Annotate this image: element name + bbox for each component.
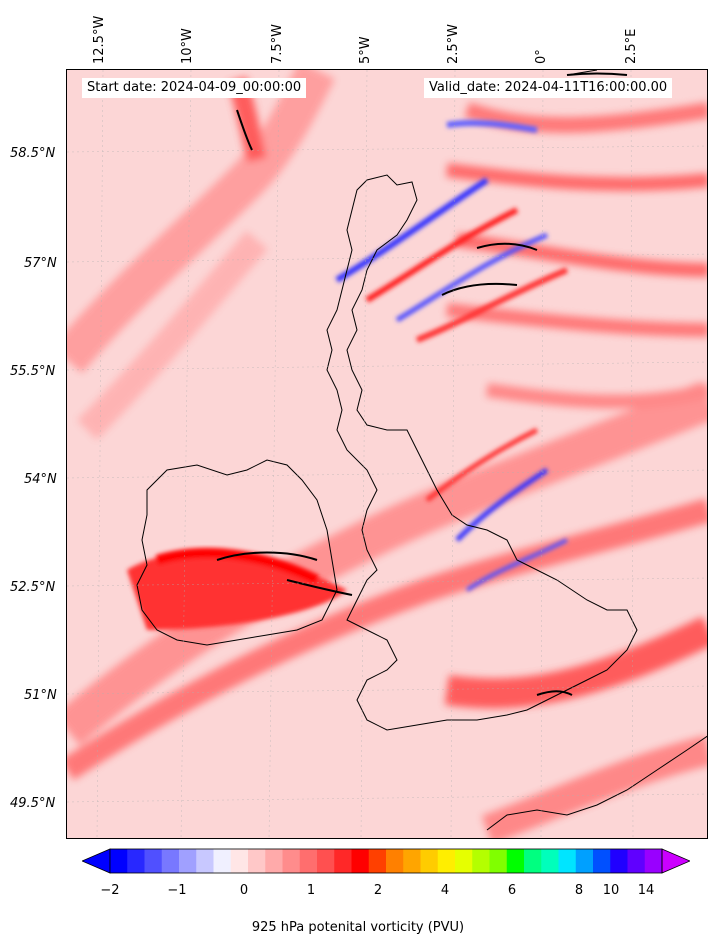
lon-label-0: 0° xyxy=(534,49,549,64)
pv-field-map xyxy=(67,70,707,838)
colorbar-segment xyxy=(317,849,335,873)
colorbar-segment xyxy=(299,849,318,873)
colorbar-segment xyxy=(575,849,594,873)
colorbar-segment xyxy=(248,849,266,873)
colorbar-tick: 0 xyxy=(239,883,249,898)
colorbar-extend-high xyxy=(661,848,690,874)
colorbar-label: 925 hPa potenital vorticity (PVU) xyxy=(251,920,465,935)
colorbar-segment xyxy=(144,849,163,873)
lon-label-2.5w: 2.5°W xyxy=(446,23,461,64)
colorbar-segment xyxy=(472,849,490,873)
colorbar-tick: 10 xyxy=(602,883,620,898)
colorbar-segment xyxy=(110,849,128,873)
colorbar-segment xyxy=(506,849,525,873)
colorbar-segment xyxy=(179,849,197,873)
colorbar-tick: 2 xyxy=(373,883,383,898)
colorbar-segment xyxy=(334,849,352,873)
lat-label-52.5n: 52.5°N xyxy=(10,580,56,595)
colorbar-segment xyxy=(368,849,387,873)
start-date-label: Start date: 2024-04-09_00:00:00 xyxy=(82,78,307,98)
colorbar-tick: 4 xyxy=(440,883,450,898)
colorbar-segment xyxy=(455,849,473,873)
colorbar-tick: 1 xyxy=(306,883,316,898)
colorbar-border xyxy=(109,848,663,874)
colorbar-tick: 14 xyxy=(637,883,655,898)
colorbar-segment xyxy=(541,849,559,873)
colorbar xyxy=(82,848,690,874)
colorbar-segment xyxy=(524,849,542,873)
colorbar-segment xyxy=(558,849,577,873)
lat-label-57n: 57°N xyxy=(24,256,57,271)
colorbar-segment xyxy=(489,849,508,873)
colorbar-tick: −2 xyxy=(100,883,120,898)
colorbar-segment xyxy=(644,849,663,873)
colorbar-extend-low xyxy=(82,848,111,874)
colorbar-segment xyxy=(161,849,180,873)
lon-label-12.5w: 12.5°W xyxy=(92,15,107,64)
lat-label-49.5n: 49.5°N xyxy=(10,796,56,811)
colorbar-segment xyxy=(627,849,646,873)
lon-label-2.5e: 2.5°E xyxy=(624,28,639,64)
colorbar-segment xyxy=(420,849,439,873)
lat-label-58.5n: 58.5°N xyxy=(10,146,56,161)
map-panel[interactable] xyxy=(66,69,708,839)
colorbar-tick: 6 xyxy=(507,883,517,898)
colorbar-segment xyxy=(213,849,232,873)
colorbar-segment xyxy=(593,849,611,873)
colorbar-segment xyxy=(437,849,456,873)
colorbar-segment xyxy=(127,849,145,873)
colorbar-segment xyxy=(230,849,249,873)
colorbar-tick: 8 xyxy=(574,883,584,898)
lon-label-10w: 10°W xyxy=(180,28,195,64)
colorbar-segment xyxy=(265,849,283,873)
valid-date-label: Valid_date: 2024-04-11T16:00:00.00 xyxy=(424,78,673,98)
colorbar-segment xyxy=(351,849,370,873)
lat-label-54n: 54°N xyxy=(24,472,57,487)
lon-label-7.5w: 7.5°W xyxy=(270,23,285,64)
colorbar-segment xyxy=(282,849,301,873)
lon-label-5w: 5°W xyxy=(358,36,373,64)
lat-label-55.5n: 55.5°N xyxy=(10,364,56,379)
colorbar-segment xyxy=(196,849,214,873)
colorbar-segment xyxy=(386,849,404,873)
colorbar-segment xyxy=(403,849,421,873)
colorbar-tick: −1 xyxy=(167,883,187,898)
lat-label-51n: 51°N xyxy=(24,688,57,703)
colorbar-segment xyxy=(610,849,628,873)
